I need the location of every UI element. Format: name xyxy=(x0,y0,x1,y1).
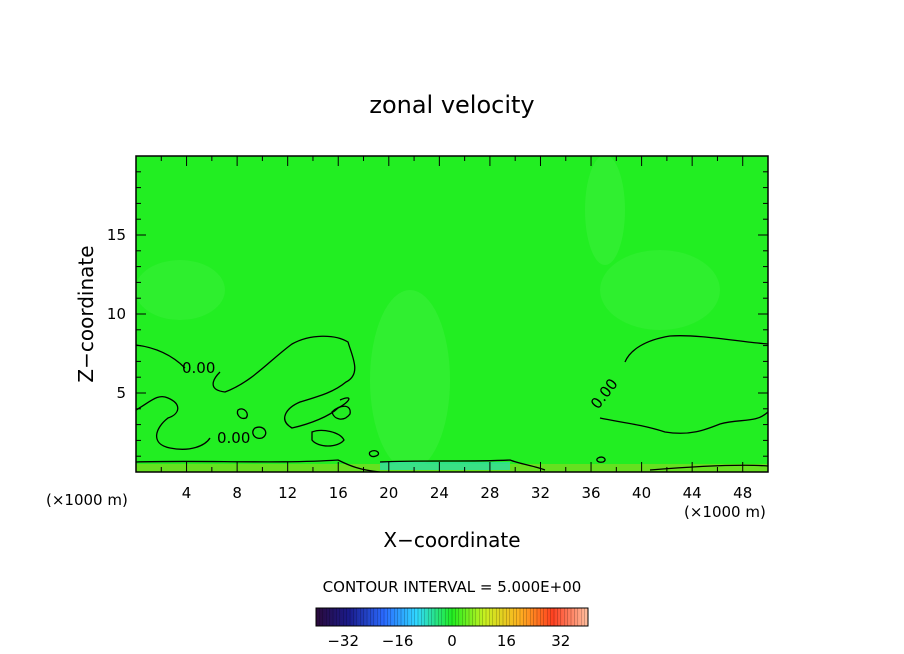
x-tick-label: 16 xyxy=(329,484,348,502)
contour-lines xyxy=(136,335,768,472)
y-tick-label: 10 xyxy=(107,305,126,323)
colorbar-stripes xyxy=(319,608,585,626)
field-shade xyxy=(585,156,625,265)
x-axis-label: X−coordinate xyxy=(383,528,520,552)
contour-line xyxy=(311,429,345,447)
x-unit-left: (×1000 m) xyxy=(46,491,128,509)
colorbar-tick-label: −32 xyxy=(327,632,359,650)
contour-line xyxy=(331,405,351,420)
x-tick-label: 20 xyxy=(379,484,398,502)
contour-line xyxy=(236,408,248,420)
contour-line xyxy=(596,456,606,463)
contour-line xyxy=(599,411,768,434)
colorbar-tick-label: 16 xyxy=(497,632,516,650)
x-unit-right: (×1000 m) xyxy=(684,503,766,521)
x-tick-label: 24 xyxy=(430,484,449,502)
colorbar-tick-label: −16 xyxy=(382,632,414,650)
y-axis-label: Z−coordinate xyxy=(74,245,98,382)
colorbar-ticks: −32 −16 0 16 32 xyxy=(327,632,570,650)
x-tick-label: 36 xyxy=(581,484,600,502)
y-ticks: 5 10 15 xyxy=(107,171,768,457)
x-tick-label: 32 xyxy=(531,484,550,502)
x-tick-label: 8 xyxy=(232,484,242,502)
contour-line xyxy=(136,344,186,369)
contour-line xyxy=(649,464,768,471)
y-tick-label: 15 xyxy=(107,226,126,244)
x-tick-label: 12 xyxy=(278,484,297,502)
field-bottom-band xyxy=(380,462,510,470)
plot-area xyxy=(136,156,768,472)
contour-label: 0.00 xyxy=(182,359,215,377)
x-tick-label: 44 xyxy=(683,484,702,502)
x-tick-label: 28 xyxy=(480,484,499,502)
contour-interval: CONTOUR INTERVAL = 5.000E+00 xyxy=(323,578,582,596)
colorbar-tick-label: 0 xyxy=(447,632,457,650)
colorbar-frame xyxy=(315,607,589,627)
field-shade xyxy=(136,260,225,320)
chart-title: zonal velocity xyxy=(369,91,534,119)
contour-line xyxy=(368,450,380,458)
contour-line xyxy=(252,426,267,439)
x-tick-label: 4 xyxy=(182,484,192,502)
colorbar-tick-label: 32 xyxy=(551,632,570,650)
contour-line xyxy=(379,459,546,471)
field-shade xyxy=(600,250,720,330)
contour-label: 0.00 xyxy=(217,429,250,447)
x-ticks: 4 8 12 16 20 24 28 32 36 40 44 48 xyxy=(160,156,752,502)
contour-line xyxy=(212,335,356,429)
field-shade xyxy=(370,290,450,470)
x-tick-label: 40 xyxy=(632,484,651,502)
contour-line xyxy=(136,395,211,450)
y-tick-label: 5 xyxy=(116,384,126,402)
x-tick-label: 48 xyxy=(733,484,752,502)
contour-line xyxy=(136,459,381,472)
contour-line xyxy=(624,335,768,363)
